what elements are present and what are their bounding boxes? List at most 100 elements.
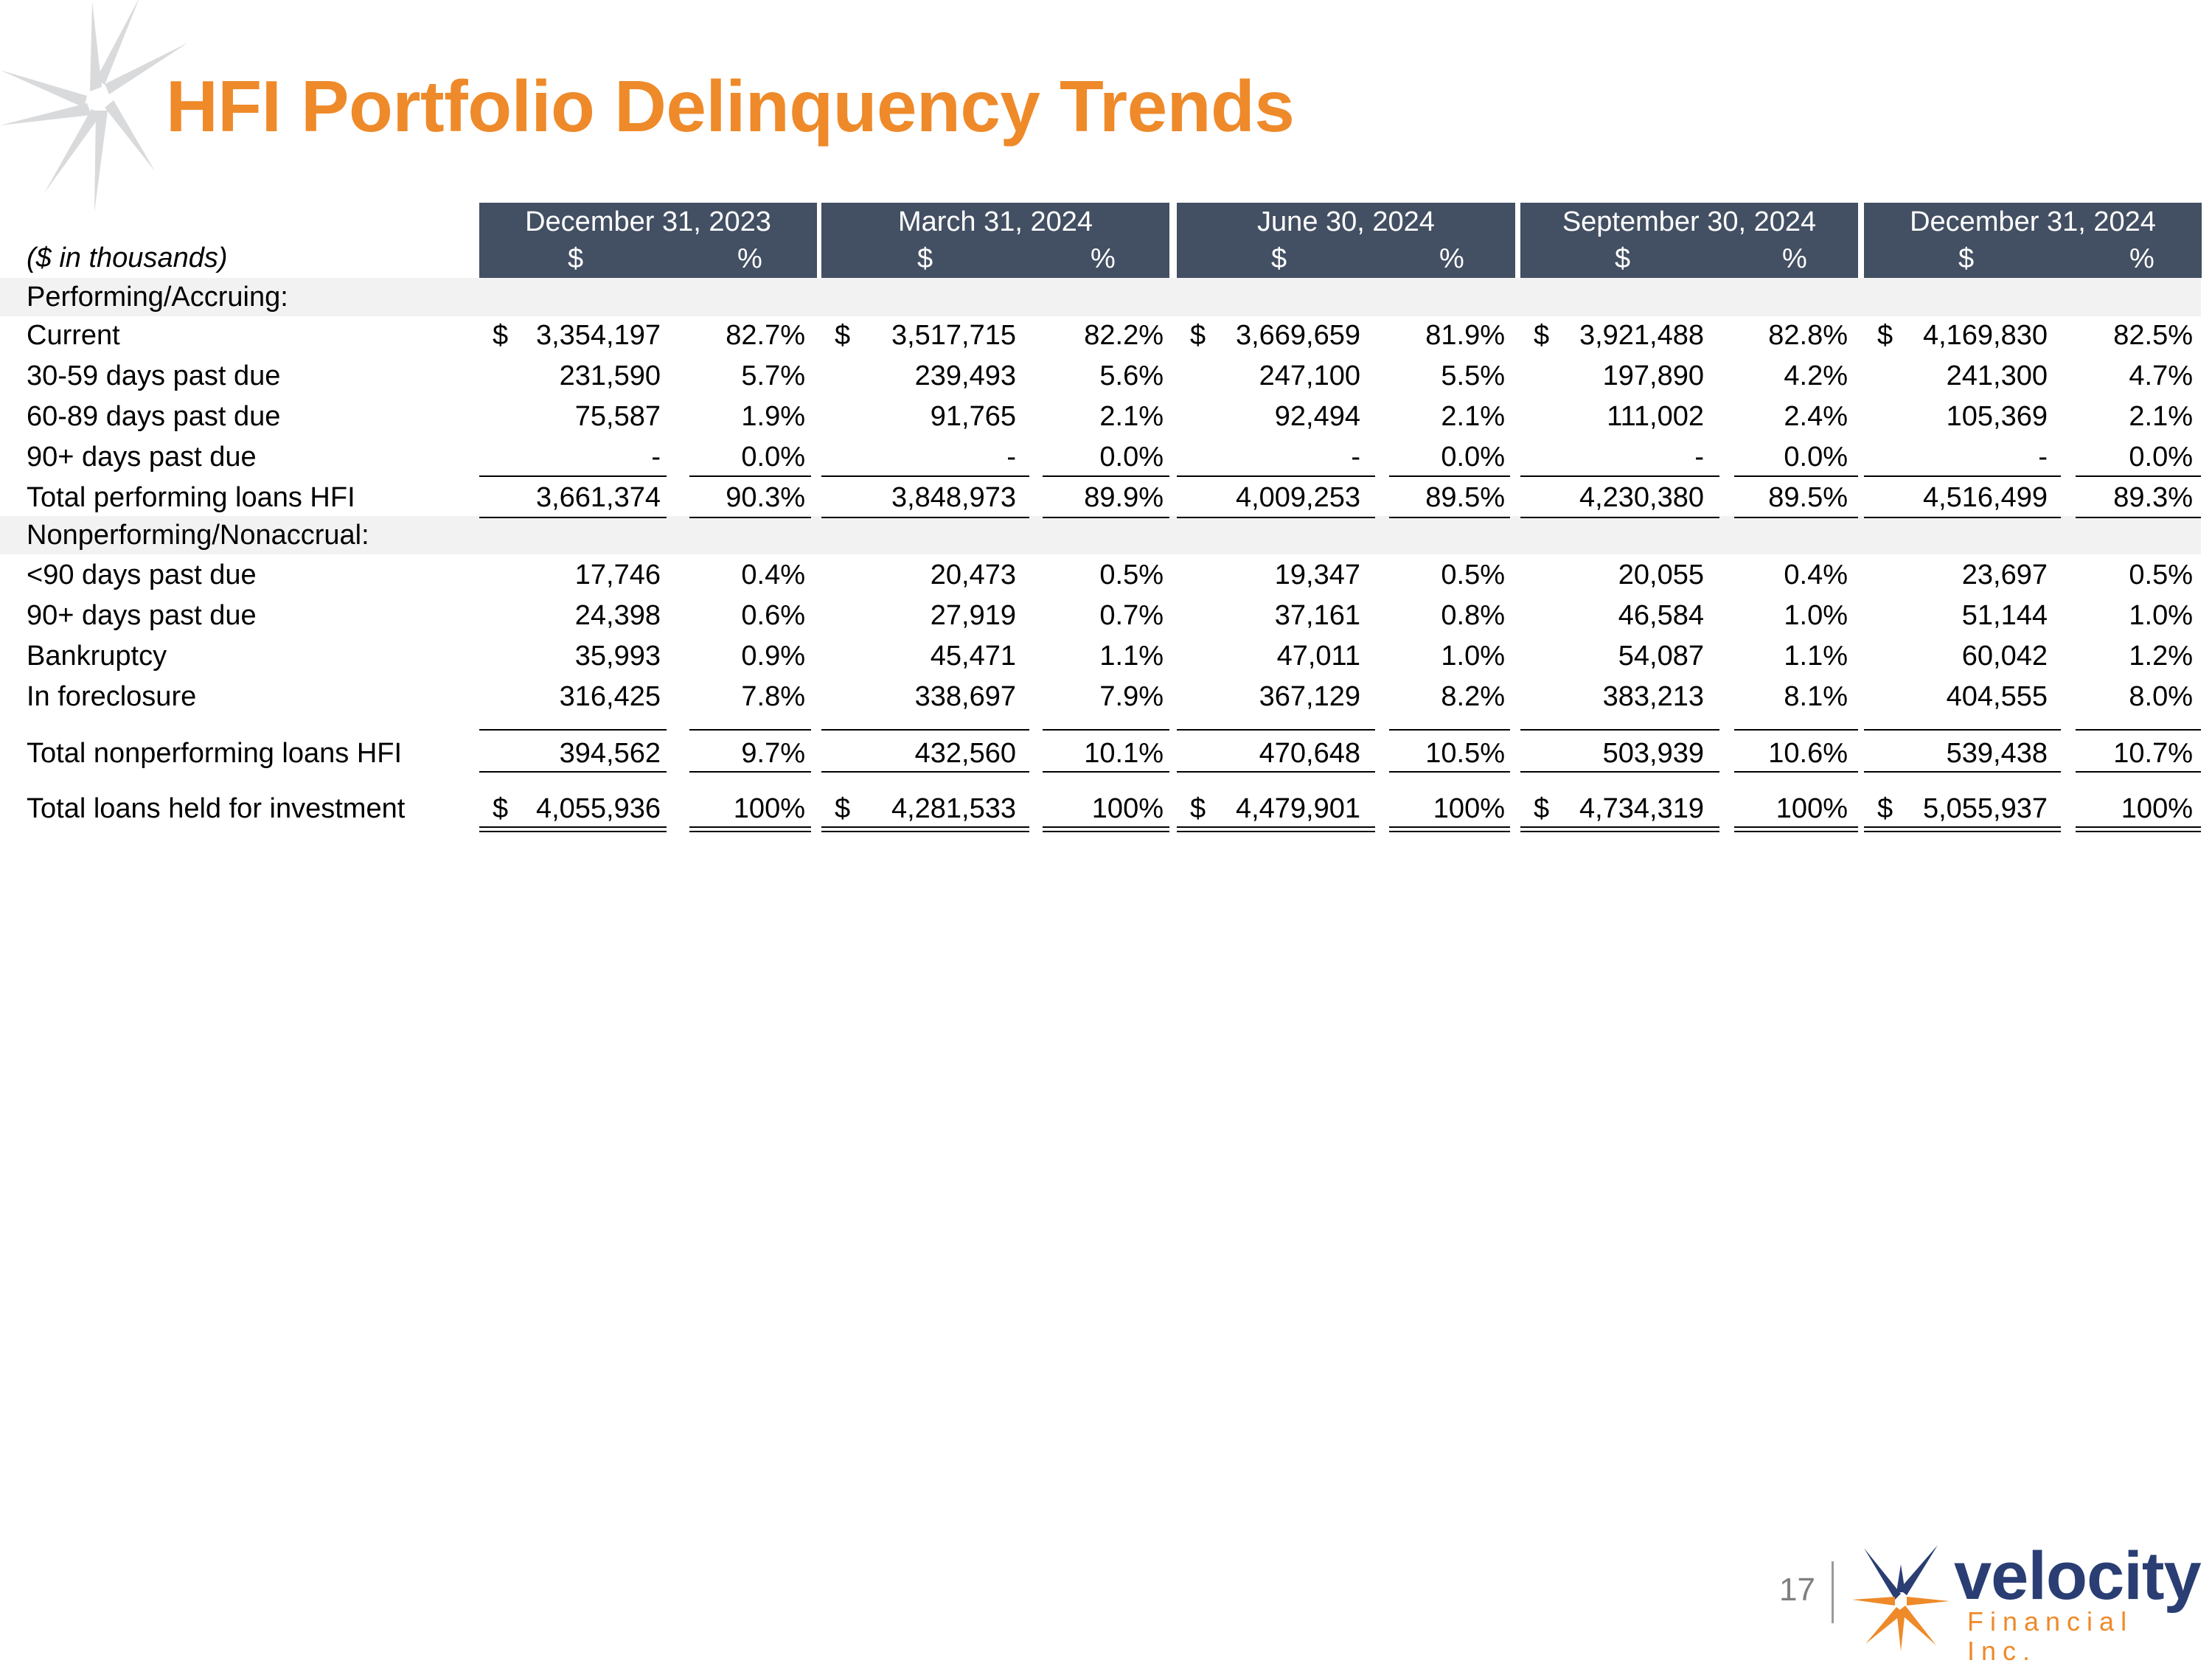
underline-rule (1043, 826, 1169, 828)
table-row: Total performing loans HFI 3,661,374 90.3%… (0, 478, 2201, 518)
underline-rule (1520, 826, 1719, 828)
underline-rule (821, 831, 1029, 832)
percent-value: 100% (2121, 793, 2193, 824)
dollar-sign: $ (1190, 793, 1206, 824)
percent-value: 100% (1775, 793, 1848, 824)
units-label: ($ in thousands) (27, 243, 228, 273)
underline-rule (2076, 475, 2201, 477)
row-label: <90 days past due (27, 560, 257, 590)
amount-value: 4,479,901 (1235, 793, 1360, 824)
amount-value: 4,169,830 (1922, 320, 2048, 351)
underline-rule (479, 475, 667, 477)
dollar-sign: $ (493, 793, 509, 824)
amount-value: 24,398 (574, 600, 661, 631)
dollar-col-header: $ (1958, 243, 1975, 274)
amount-value: 432,560 (914, 738, 1016, 769)
amount-value: 46,584 (1618, 600, 1704, 631)
amount-value: 75,587 (574, 401, 661, 432)
dollar-sign: $ (1877, 793, 1893, 824)
percent-value: 5.5% (1441, 360, 1505, 391)
underline-rule (2076, 729, 2201, 731)
amount-value: 20,473 (930, 560, 1016, 590)
table-row: Total nonperforming loans HFI 394,562 9.7%… (0, 733, 2201, 774)
percent-value: 1.2% (2129, 641, 2193, 672)
underline-rule (2076, 831, 2201, 832)
period-header-2: June 30, 2024 $ % (1177, 203, 1515, 278)
period-date: March 31, 2024 (897, 206, 1093, 237)
underline-rule (479, 831, 667, 832)
percent-value: 8.1% (1784, 681, 1848, 712)
underline-rule (689, 771, 811, 773)
underline-rule (689, 729, 811, 731)
percent-value: 4.2% (1784, 360, 1848, 391)
percent-value: 89.3% (2113, 482, 2193, 513)
amount-value: 239,493 (914, 360, 1016, 391)
amount-value: 111,002 (1607, 401, 1704, 432)
amount-value: 3,354,197 (535, 320, 661, 351)
underline-rule (1043, 771, 1169, 773)
underline-rule (1177, 826, 1375, 828)
percent-value: 2.1% (1099, 401, 1164, 432)
dollar-col-header: $ (1615, 243, 1631, 274)
percent-value: 0.0% (1784, 442, 1848, 473)
velocity-star-icon (1852, 1545, 1950, 1651)
underline-rule (1734, 475, 1858, 477)
underline-rule (1734, 517, 1858, 518)
amount-value: 316,425 (559, 681, 661, 712)
amount-value: 5,055,937 (1922, 793, 2048, 824)
amount-value: 394,562 (559, 738, 661, 769)
underline-rule (1389, 517, 1510, 518)
table-row: 90+ days past due - 0.0% - 0.0% - 0.0% - 0.0% - 0.… (0, 437, 2201, 478)
percent-value: 82.7% (726, 320, 805, 351)
row-label: In foreclosure (27, 681, 197, 712)
underline-rule (821, 475, 1029, 477)
section-label-performing: Performing/Accruing: (27, 282, 288, 313)
footer-divider (1832, 1561, 1834, 1623)
amount-value: 37,161 (1274, 600, 1360, 631)
table-row: Current $3,354,197 82.7% $3,517,715 82.2% $3,… (0, 316, 2201, 356)
amount-value: 92,494 (1274, 401, 1360, 432)
underline-rule (821, 517, 1029, 518)
underline-rule (1389, 831, 1510, 832)
percent-value: 0.4% (741, 560, 805, 590)
amount-value: 4,009,253 (1235, 482, 1360, 513)
percent-value: 100% (1091, 793, 1164, 824)
amount-value: 3,921,488 (1579, 320, 1704, 351)
amount-value: 4,516,499 (1922, 482, 2048, 513)
percent-value: 10.5% (1425, 738, 1505, 769)
underline-rule (689, 826, 811, 828)
period-header-0: December 31, 2023 $ % (479, 203, 817, 278)
percent-value: 2.1% (2129, 401, 2193, 432)
amount-value: - (2038, 442, 2048, 473)
amount-value: 4,230,380 (1579, 482, 1704, 513)
period-header-1: March 31, 2024 $ % (821, 203, 1169, 278)
row-label: 90+ days past due (27, 442, 257, 473)
percent-value: 89.9% (1084, 482, 1164, 513)
row-label: Total loans held for investment (27, 793, 406, 824)
logo-subtitle: Financial Inc. (1967, 1606, 2134, 1666)
percent-value: 7.8% (741, 681, 805, 712)
percent-value: 7.9% (1099, 681, 1164, 712)
amount-value: 539,438 (1946, 738, 2048, 769)
percent-value: 5.7% (741, 360, 805, 391)
underline-rule (1864, 771, 2061, 773)
percent-value: 0.8% (1441, 600, 1505, 631)
percent-value: 1.0% (1784, 600, 1848, 631)
period-date: December 31, 2023 (525, 206, 771, 237)
underline-rule (1520, 729, 1719, 731)
table-row: 30-59 days past due 231,590 5.7% 239,493 5.6… (0, 356, 2201, 397)
dollar-col-header: $ (568, 243, 584, 274)
dollar-sign: $ (1877, 320, 1893, 351)
pct-col-header: % (737, 243, 762, 274)
percent-value: 90.3% (726, 482, 805, 513)
underline-rule (1734, 831, 1858, 832)
underline-rule (1520, 771, 1719, 773)
percent-value: 0.7% (1099, 600, 1164, 631)
percent-value: 0.9% (741, 641, 805, 672)
amount-value: 241,300 (1946, 360, 2048, 391)
dollar-sign: $ (493, 320, 509, 351)
percent-value: 0.5% (1099, 560, 1164, 590)
amount-value: 3,661,374 (535, 482, 661, 513)
amount-value: 4,281,533 (891, 793, 1016, 824)
section-band-performing (0, 278, 2201, 316)
